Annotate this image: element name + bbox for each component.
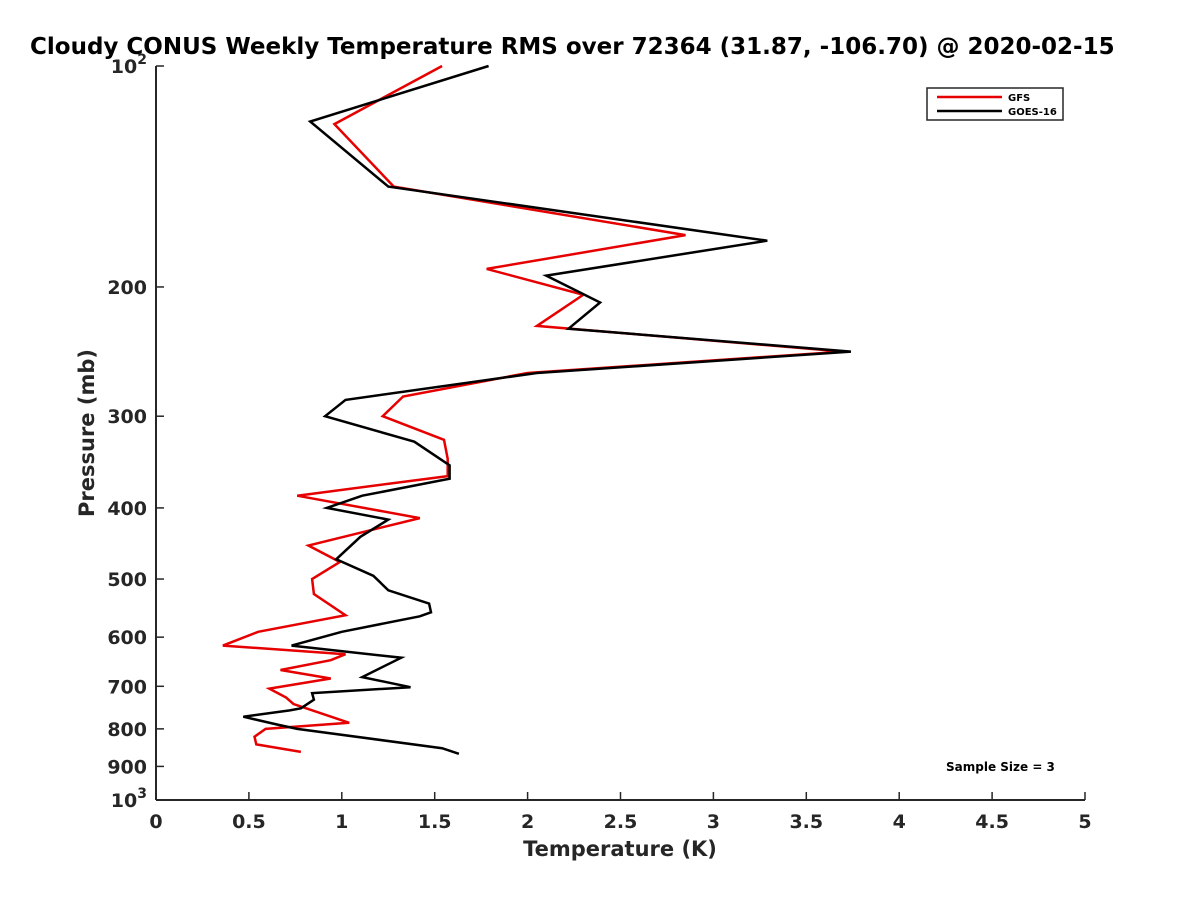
x-tick-label: 2 (521, 811, 534, 833)
y-tick-label-exponent: 3 (137, 786, 147, 802)
y-tick-label: 400 (107, 498, 147, 520)
legend-label-gfs: GFS (1008, 93, 1030, 104)
y-tick-label: 300 (107, 406, 147, 428)
chart-title: Cloudy CONUS Weekly Temperature RMS over… (30, 34, 1115, 60)
y-tick-label: 600 (107, 627, 147, 649)
y-tick-label: 500 (107, 569, 147, 591)
y-tick-label: 200 (107, 277, 147, 299)
x-tick-label: 0.5 (232, 811, 266, 833)
x-tick-label: 0 (149, 811, 162, 833)
sample-size-annotation: Sample Size = 3 (946, 760, 1055, 774)
x-tick-label: 2.5 (604, 811, 638, 833)
x-axis-label: Temperature (K) (523, 837, 717, 861)
y-tick-label: 900 (107, 756, 147, 778)
x-tick-label: 4.5 (975, 811, 1009, 833)
x-tick-label: 1 (335, 811, 348, 833)
y-axis-label: Pressure (mb) (75, 349, 99, 517)
x-axis-ticks: 0 0.5 1 1.5 2 2.5 3 3.5 4 4.5 5 (149, 792, 1092, 833)
y-tick-label-exponent: 2 (137, 52, 147, 68)
series-layer (222, 64, 852, 755)
legend-label-goes-16: GOES-16 (1008, 107, 1057, 118)
legend: GFS GOES-16 (926, 87, 1064, 121)
legend-box (926, 87, 1064, 121)
y-tick-label: 800 (107, 719, 147, 741)
y-tick-label: 700 (107, 676, 147, 698)
x-tick-label: 3 (707, 811, 720, 833)
x-tick-label: 5 (1078, 811, 1091, 833)
x-tick-label: 3.5 (789, 811, 823, 833)
y-tick-label: 103 (111, 786, 147, 812)
y-tick-label-base: 10 (111, 790, 137, 812)
x-tick-label: 1.5 (418, 811, 452, 833)
series-line-goes-16 (243, 64, 852, 755)
x-tick-label: 4 (893, 811, 906, 833)
y-tick-label: 102 (111, 52, 147, 78)
y-tick-label-base: 10 (111, 56, 137, 78)
